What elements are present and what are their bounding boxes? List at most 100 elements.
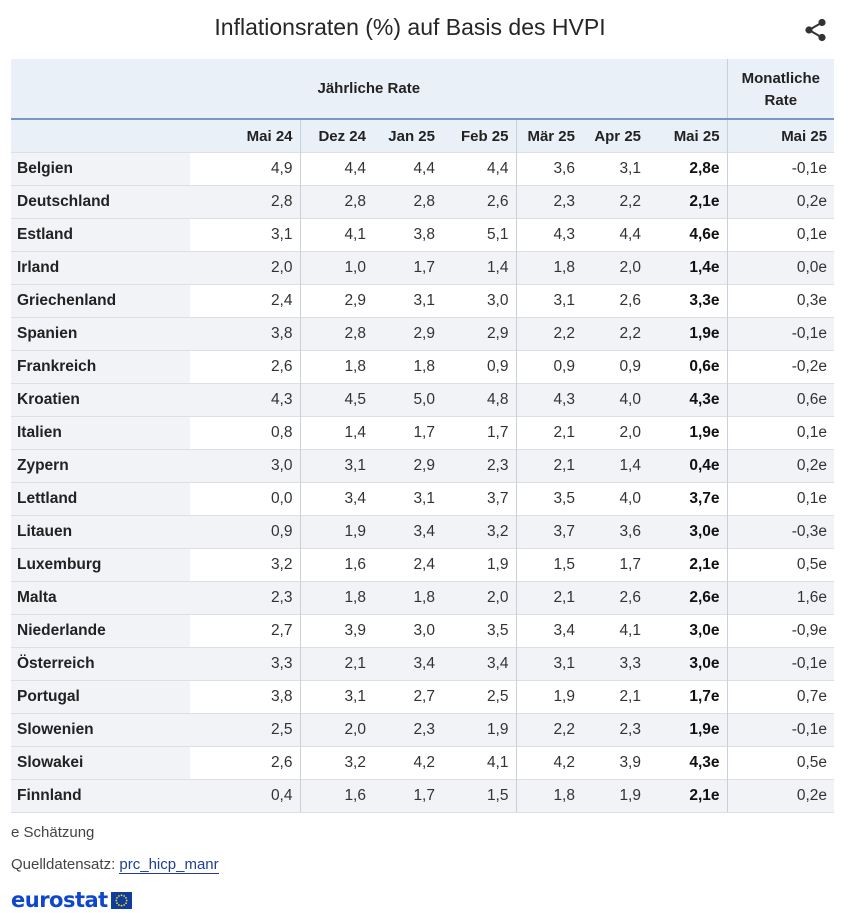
value-cell: 1,9e: [648, 416, 728, 450]
value-cell: 1,6: [299, 548, 373, 582]
column-header: Jan 25: [373, 118, 442, 153]
flag-star: [115, 899, 117, 901]
value-cell: 1,7: [373, 779, 442, 813]
country-cell: Lettland: [11, 482, 190, 516]
value-cell: 1,4: [442, 251, 516, 285]
country-cell: Finnland: [11, 779, 190, 813]
country-cell: Deutschland: [11, 185, 190, 219]
inflation-table: Jährliche Rate Monatliche Rate Mai 24 De…: [11, 59, 835, 813]
share-icon[interactable]: [803, 17, 829, 43]
table-row: Deutschland 2,8 2,8 2,8 2,6 2,3 2,2 2,1e 0,2e: [11, 185, 835, 219]
value-cell: 1,8: [515, 779, 582, 813]
country-cell: Luxemburg: [11, 548, 190, 582]
value-cell: 0,6e: [726, 383, 835, 417]
value-cell: 3,8: [190, 680, 300, 714]
value-cell: 2,3: [442, 449, 516, 483]
value-cell: 1,9: [582, 779, 648, 813]
table-row: Malta 2,3 1,8 1,8 2,0 2,1 2,6 2,6e 1,6e: [11, 581, 835, 615]
value-cell: 0,2e: [726, 779, 835, 813]
country-cell: Portugal: [11, 680, 190, 714]
country-cell: Slowenien: [11, 713, 190, 747]
value-cell: 2,8e: [648, 152, 728, 186]
column-header: Dez 24: [299, 118, 373, 153]
value-cell: 3,0: [190, 449, 300, 483]
value-cell: 2,3: [373, 713, 442, 747]
value-cell: 2,6: [190, 746, 300, 780]
value-cell: 4,4: [442, 152, 516, 186]
value-cell: 1,9: [299, 515, 373, 549]
value-cell: 2,3: [190, 581, 300, 615]
value-cell: 4,6e: [648, 218, 728, 252]
value-cell: 1,7: [582, 548, 648, 582]
value-cell: 3,7: [515, 515, 582, 549]
value-cell: 1,6: [299, 779, 373, 813]
value-cell: 2,0: [582, 251, 648, 285]
table-row: Finnland 0,4 1,6 1,7 1,5 1,8 1,9 2,1e 0,2e: [11, 779, 835, 813]
value-cell: 1,6e: [726, 581, 835, 615]
table-row: Portugal 3,8 3,1 2,7 2,5 1,9 2,1 1,7e 0,7e: [11, 680, 835, 714]
value-cell: 1,4: [582, 449, 648, 483]
country-cell: Griechenland: [11, 284, 190, 318]
value-cell: 1,7: [373, 251, 442, 285]
value-cell: 2,0: [582, 416, 648, 450]
value-cell: 2,5: [442, 680, 516, 714]
group-header-monthly: Monatliche Rate: [726, 59, 835, 119]
value-cell: -0,1e: [726, 317, 835, 351]
flag-star: [124, 901, 127, 904]
value-cell: 3,4: [299, 482, 373, 516]
source-dataset-link[interactable]: prc_hicp_manr: [119, 856, 219, 874]
value-cell: 2,1: [515, 581, 582, 615]
value-cell: 4,2: [515, 746, 582, 780]
value-cell: -0,3e: [726, 515, 835, 549]
value-cell: 1,0: [299, 251, 373, 285]
column-header: Mai 25: [648, 118, 728, 153]
value-cell: 2,2: [582, 185, 648, 219]
value-cell: 0,9: [582, 350, 648, 384]
country-cell: Kroatien: [11, 383, 190, 417]
eurostat-logo[interactable]: eurostat: [11, 887, 132, 913]
value-cell: 0,2e: [726, 185, 835, 219]
value-cell: 3,1: [515, 647, 582, 681]
value-cell: 3,1: [299, 449, 373, 483]
value-cell: 0,0: [190, 482, 300, 516]
flag-star: [115, 901, 118, 904]
value-cell: 1,7e: [648, 680, 728, 714]
eurostat-wordmark: eurostat: [11, 888, 108, 912]
table-row: Spanien 3,8 2,8 2,9 2,9 2,2 2,2 1,9e -0,1e: [11, 317, 835, 351]
column-group-header-row: Jährliche Rate Monatliche Rate: [11, 59, 835, 119]
value-cell: 0,8: [190, 416, 300, 450]
value-cell: -0,2e: [726, 350, 835, 384]
value-cell: 1,5: [515, 548, 582, 582]
table-row: Slowakei 2,6 3,2 4,2 4,1 4,2 3,9 4,3e 0,5e: [11, 746, 835, 780]
value-cell: -0,9e: [726, 614, 835, 648]
country-cell: Italien: [11, 416, 190, 450]
value-cell: 2,2: [582, 317, 648, 351]
country-cell: Litauen: [11, 515, 190, 549]
country-cell: Zypern: [11, 449, 190, 483]
value-cell: 3,3: [190, 647, 300, 681]
value-cell: 2,8: [299, 185, 373, 219]
value-cell: 0,6e: [648, 350, 728, 384]
value-cell: 2,3: [515, 185, 582, 219]
value-cell: 3,4: [442, 647, 516, 681]
value-cell: 4,9: [190, 152, 300, 186]
value-cell: 4,4: [373, 152, 442, 186]
value-cell: 4,5: [299, 383, 373, 417]
value-cell: 0,9: [190, 515, 300, 549]
value-cell: 0,1e: [726, 416, 835, 450]
value-cell: 1,9e: [648, 317, 728, 351]
flag-star: [120, 904, 123, 907]
value-cell: 2,2: [515, 713, 582, 747]
value-cell: 2,9: [299, 284, 373, 318]
value-cell: 3,7e: [648, 482, 728, 516]
table-row: Belgien 4,9 4,4 4,4 4,4 3,6 3,1 2,8e -0,1e: [11, 152, 835, 186]
group-header-monthly-line1: Monatliche: [741, 69, 820, 87]
value-cell: 2,1e: [648, 185, 728, 219]
value-cell: 4,4: [299, 152, 373, 186]
source-line: Quelldatensatz: prc_hicp_manr: [11, 856, 219, 874]
value-cell: 4,3: [515, 218, 582, 252]
value-cell: 1,8: [515, 251, 582, 285]
value-cell: 3,6: [515, 152, 582, 186]
value-cell: 5,1: [442, 218, 516, 252]
value-cell: 3,3e: [648, 284, 728, 318]
